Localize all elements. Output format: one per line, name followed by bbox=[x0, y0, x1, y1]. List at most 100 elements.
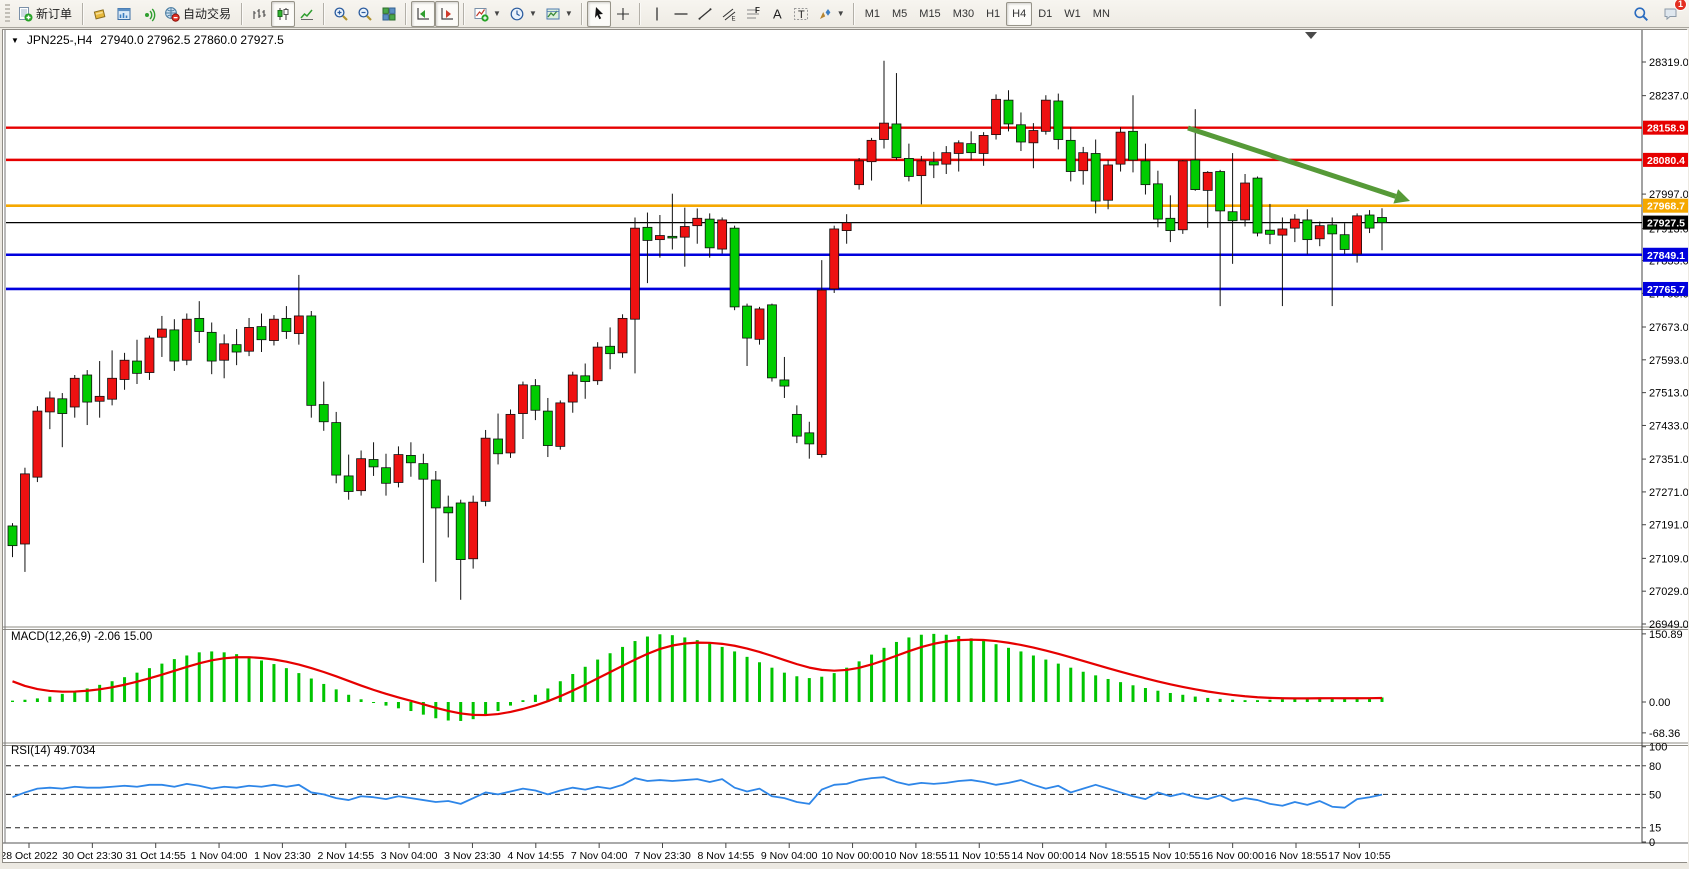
timeframe-m30-button[interactable]: M30 bbox=[952, 7, 975, 20]
channel-icon: E bbox=[721, 6, 737, 22]
shapes-icon bbox=[817, 6, 833, 22]
toolbar-separator bbox=[241, 2, 244, 25]
bar-chart-button[interactable] bbox=[247, 1, 271, 27]
macd-histogram-bar bbox=[98, 684, 102, 702]
dropdown-arrow-icon[interactable]: ▼ bbox=[836, 9, 845, 18]
candle-body bbox=[978, 135, 989, 154]
search-button[interactable] bbox=[1629, 1, 1653, 27]
signal-icon bbox=[140, 6, 156, 22]
chat-button[interactable]: 1 bbox=[1659, 0, 1687, 27]
timeframe-w1-button[interactable]: W1 bbox=[1064, 7, 1081, 20]
autotrading-button[interactable]: 自动交易 bbox=[160, 1, 237, 27]
trend-arrow-line[interactable] bbox=[1187, 125, 1397, 199]
rsi-axis-label: 80 bbox=[1649, 761, 1661, 773]
toolbar-drag-handle[interactable] bbox=[5, 3, 10, 24]
macd-histogram-bar bbox=[1007, 647, 1010, 702]
periods-button[interactable]: ▼ bbox=[505, 1, 541, 27]
vertical-line-button[interactable] bbox=[645, 1, 669, 27]
macd-histogram-bar bbox=[1368, 697, 1372, 702]
time-tick-label: 1 Nov 23:30 bbox=[254, 850, 311, 862]
candle-body bbox=[1327, 224, 1338, 235]
candle-body bbox=[729, 227, 740, 308]
svg-text:T: T bbox=[798, 9, 805, 21]
dropdown-arrow-icon[interactable]: ▼ bbox=[528, 9, 537, 18]
price-line-label-box bbox=[1643, 247, 1688, 262]
trend-arrow-head[interactable] bbox=[1393, 189, 1410, 204]
indicators-button[interactable]: ▼ bbox=[469, 1, 505, 27]
chart-window-button[interactable] bbox=[112, 1, 136, 27]
tline-icon bbox=[697, 6, 713, 22]
macd-histogram-bar bbox=[969, 638, 973, 702]
candle-body bbox=[592, 346, 603, 382]
candle-body bbox=[32, 410, 43, 478]
candle-body bbox=[1364, 214, 1375, 229]
macd-histogram-bar bbox=[1218, 698, 1222, 702]
timeframe-h4-button[interactable]: H4 bbox=[1006, 1, 1033, 26]
line-chart-button[interactable] bbox=[295, 1, 319, 27]
zoom-in-button[interactable] bbox=[329, 1, 353, 27]
auto-scroll-button[interactable] bbox=[411, 0, 436, 27]
candle-body bbox=[132, 360, 142, 374]
label-button[interactable]: T bbox=[789, 1, 813, 27]
candle-body bbox=[468, 501, 479, 560]
time-tick-label: 16 Nov 18:55 bbox=[1265, 850, 1328, 862]
time-tick-label: 14 Nov 00:00 bbox=[1011, 850, 1074, 862]
candlestick-button[interactable] bbox=[271, 0, 296, 27]
new-order-button[interactable]: 新订单 bbox=[13, 1, 78, 27]
macd-histogram-bar bbox=[1081, 671, 1085, 702]
timeframe-mn-button[interactable]: MN bbox=[1092, 7, 1110, 20]
macd-histogram-bar bbox=[1268, 699, 1272, 702]
candle-body bbox=[854, 160, 864, 186]
candle-body bbox=[331, 422, 342, 476]
timeframe-d1-button[interactable]: D1 bbox=[1038, 7, 1053, 20]
price-tick-label: 27433.0 bbox=[1649, 420, 1688, 432]
fibo-icon: F bbox=[745, 6, 761, 22]
candle-body bbox=[318, 404, 329, 423]
trend-arrow[interactable] bbox=[1187, 125, 1410, 204]
zoom-out-button[interactable] bbox=[353, 1, 377, 27]
dropdown-arrow-icon[interactable]: ▼ bbox=[564, 9, 573, 18]
candle-body bbox=[281, 317, 292, 332]
templates-button[interactable]: ▼ bbox=[541, 1, 577, 27]
crosshair-button[interactable] bbox=[611, 1, 635, 27]
candle-body bbox=[1128, 130, 1138, 161]
signals-button[interactable] bbox=[136, 1, 160, 27]
arrows-button[interactable]: ▼ bbox=[813, 1, 849, 27]
macd-histogram-bar bbox=[172, 659, 176, 702]
trendline-button[interactable] bbox=[693, 1, 717, 27]
candle-body bbox=[916, 160, 927, 177]
text-button[interactable]: A bbox=[765, 1, 789, 27]
macd-histogram-bar bbox=[1243, 700, 1247, 702]
timeframe-m15-button[interactable]: M15 bbox=[919, 7, 941, 20]
vline-icon bbox=[649, 6, 665, 22]
cursor-button[interactable] bbox=[586, 0, 611, 27]
tile-windows-button[interactable] bbox=[377, 1, 401, 27]
metaeditor-button[interactable] bbox=[88, 1, 112, 27]
dropdown-arrow-icon[interactable]: ▼ bbox=[493, 9, 501, 18]
candle-body bbox=[244, 327, 254, 352]
fibonacci-button[interactable]: F bbox=[741, 1, 765, 27]
chart-shift-marker[interactable] bbox=[1305, 32, 1317, 39]
candle-body bbox=[1377, 217, 1387, 224]
time-tick-label: 10 Nov 18:55 bbox=[885, 850, 948, 862]
candle-body bbox=[368, 459, 379, 468]
chevron-down-icon[interactable]: ▼ bbox=[11, 35, 19, 45]
timeframe-m1-button[interactable]: M1 bbox=[864, 7, 880, 20]
chart-shift-button[interactable] bbox=[435, 0, 460, 27]
channel-button[interactable]: E bbox=[717, 1, 741, 27]
macd-histogram-bar bbox=[596, 659, 600, 702]
macd-histogram-bar bbox=[1330, 697, 1334, 702]
timeframe-h1-button[interactable]: H1 bbox=[986, 7, 1001, 20]
rsi-axis-label: 100 bbox=[1649, 742, 1667, 754]
candle-body bbox=[1177, 160, 1188, 231]
timeframe-m5-button[interactable]: M5 bbox=[892, 7, 908, 20]
rsi-axis-label: 15 bbox=[1649, 823, 1661, 835]
candle-body bbox=[343, 475, 354, 492]
horizontal-line-button[interactable] bbox=[669, 1, 693, 27]
time-tick-label: 3 Nov 23:30 bbox=[444, 850, 501, 862]
candle-body bbox=[194, 317, 205, 332]
toolbar-separator bbox=[463, 2, 466, 25]
candle-body bbox=[1215, 171, 1226, 212]
macd-histogram-bar bbox=[197, 652, 201, 702]
macd-histogram-bar bbox=[284, 668, 288, 702]
